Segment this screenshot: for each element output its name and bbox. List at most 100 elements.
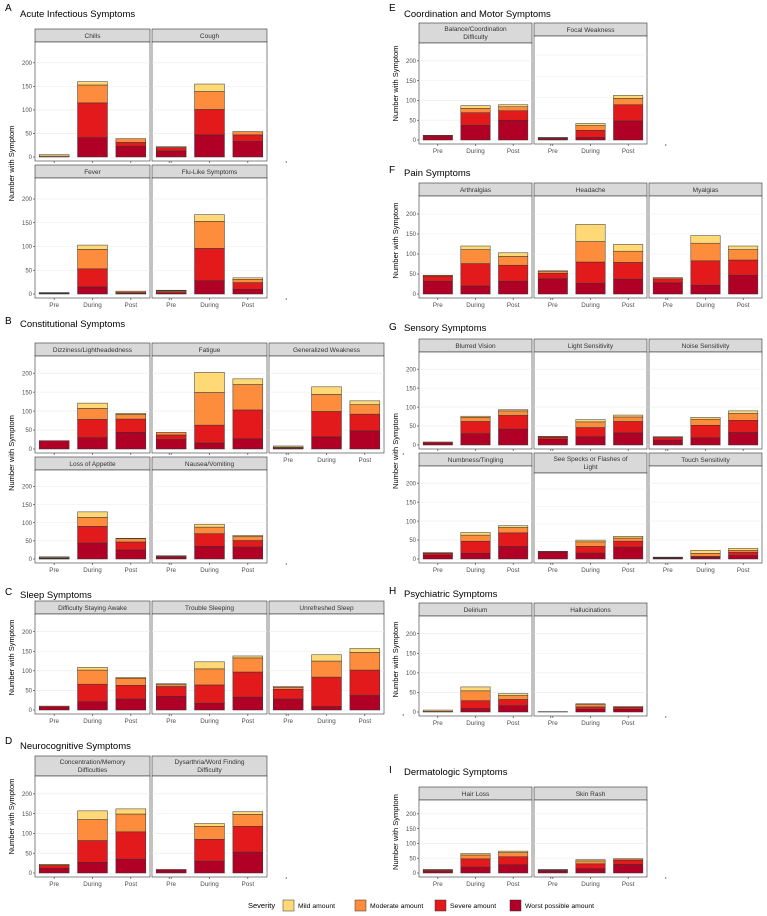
bar-segment-worst — [349, 695, 381, 711]
x-tick-label: Pre — [49, 302, 59, 309]
facet-label: Trouble Sleeping — [185, 605, 234, 612]
bar-segment-mild — [575, 123, 606, 126]
facet-panel: Focal Weakness Pre During Post — [533, 22, 667, 155]
bar-segment-mild — [728, 245, 759, 250]
bar-segment-severe — [537, 551, 568, 553]
y-tick-label: 0 — [29, 871, 33, 877]
bar-segment-severe — [77, 840, 108, 863]
facet-label: Fatigue — [199, 347, 221, 354]
x-tick-label: Pre — [283, 457, 293, 464]
bar-segment-mild — [77, 244, 108, 250]
bar-segment-moderate — [690, 242, 721, 262]
legend-label: Mild amount — [298, 903, 335, 910]
bar-segment-severe — [728, 259, 759, 276]
y-tick-label: 50 — [409, 538, 416, 544]
bar-segment-moderate — [232, 384, 264, 411]
bar-segment-moderate — [194, 91, 225, 110]
x-tick-label: Post — [622, 567, 635, 574]
bar-segment-severe — [77, 419, 108, 438]
bar-segment-severe — [575, 706, 606, 710]
facet-label: Headache — [576, 187, 606, 194]
bar-segment-worst — [194, 860, 225, 874]
section-d: D Neurocognitive Symptoms Number with Symp… — [5, 736, 287, 888]
facet-label-line: Concentration/Memory — [60, 759, 126, 766]
facet-label: Delirium — [464, 607, 488, 614]
facet-panel: Headache Pre During Post — [533, 182, 667, 309]
facet-label: Blurred Vision — [455, 343, 496, 350]
bar-segment-severe — [115, 685, 147, 700]
section-b: B Constitutional Symptoms Number with Symp… — [5, 316, 404, 574]
bar-segment-worst — [38, 868, 70, 874]
bar-segment-severe — [155, 686, 187, 697]
bar-segment-mild — [498, 693, 529, 696]
y-axis-title: Number with Symptom — [391, 46, 400, 122]
y-tick-label: 0 — [413, 557, 417, 563]
y-tick-label: 50 — [25, 428, 32, 434]
bar-segment-mild — [728, 410, 759, 414]
y-tick-label: 150 — [22, 221, 33, 227]
bar-segment-worst — [537, 551, 568, 560]
y-tick-label: 150 — [22, 503, 33, 509]
bar-segment-moderate — [728, 413, 759, 421]
bar-segment-moderate — [498, 410, 529, 416]
bar-segment-moderate — [155, 684, 187, 687]
facet-label: Dizziness/Lightheadedness — [53, 347, 133, 354]
bar-segment-severe — [460, 112, 491, 126]
bar-segment-mild — [194, 823, 225, 827]
bar-segment-severe — [575, 427, 606, 437]
bar-segment-moderate — [537, 436, 568, 438]
y-tick-label: 50 — [25, 268, 32, 274]
y-tick-label: 150 — [406, 500, 417, 506]
bar-segment-severe — [460, 700, 491, 709]
bar-segment-moderate — [232, 131, 264, 136]
x-tick-label: Pre — [49, 567, 59, 574]
facet-label: Skin Rash — [576, 791, 606, 798]
y-axis-title: Number with Symptom — [391, 622, 400, 698]
bar-segment-severe — [422, 275, 453, 282]
bar-segment-severe — [690, 425, 721, 439]
y-tick-label: 200 — [22, 371, 33, 377]
facet-panel: Unrefreshed Sleep Pre During Post — [268, 600, 404, 725]
bar-segment-worst — [115, 858, 147, 874]
bar-segment-moderate — [498, 106, 529, 111]
y-tick-label: 50 — [409, 691, 416, 697]
facet-panel: Noise Sensitivity — [648, 338, 763, 451]
x-tick-label: Pre — [433, 881, 443, 888]
bar-segment-severe — [537, 272, 568, 280]
section-title: Coordination and Motor Symptoms — [404, 9, 551, 20]
bar-segment-severe — [194, 424, 225, 444]
facet-label: Focal Weakness — [567, 27, 616, 34]
bar-segment-severe — [498, 110, 529, 121]
bar-segment-severe — [422, 135, 453, 137]
facet-panel: Generalized Weakness Pre During Post — [268, 342, 404, 464]
x-tick-label: Pre — [663, 302, 673, 309]
bar-segment-mild — [232, 811, 264, 815]
section-title: Pain Symptoms — [404, 168, 471, 179]
y-tick-label: 100 — [406, 671, 417, 677]
x-tick-label: Pre — [548, 567, 558, 574]
legend: Severity Mild amount Moderate amount Severe… — [248, 899, 594, 912]
bar-segment-severe — [232, 282, 264, 290]
section-letter: C — [5, 587, 12, 598]
x-tick-label: Post — [507, 567, 520, 574]
y-tick-label: 150 — [22, 390, 33, 396]
bar-segment-mild — [232, 535, 264, 537]
x-tick-label: During — [466, 567, 485, 574]
bar-segment-severe — [232, 826, 264, 853]
section-letter: A — [5, 3, 12, 14]
x-tick-label: Pre — [548, 302, 558, 309]
bar-segment-mild — [115, 677, 147, 679]
bar-segment-severe — [498, 532, 529, 547]
bar-segment-mild — [155, 683, 187, 685]
facet-label-line: Light — [583, 464, 597, 471]
y-tick-label: 100 — [406, 99, 417, 105]
bar-segment-worst — [77, 542, 108, 560]
x-tick-label: Post — [507, 720, 520, 727]
bar-segment-worst — [194, 134, 225, 158]
y-tick-label: 0 — [29, 557, 33, 563]
bar-segment-mild — [613, 536, 644, 539]
y-tick-label: 100 — [22, 832, 33, 838]
x-tick-label: Pre — [49, 718, 59, 725]
y-tick-label: 100 — [406, 519, 417, 525]
